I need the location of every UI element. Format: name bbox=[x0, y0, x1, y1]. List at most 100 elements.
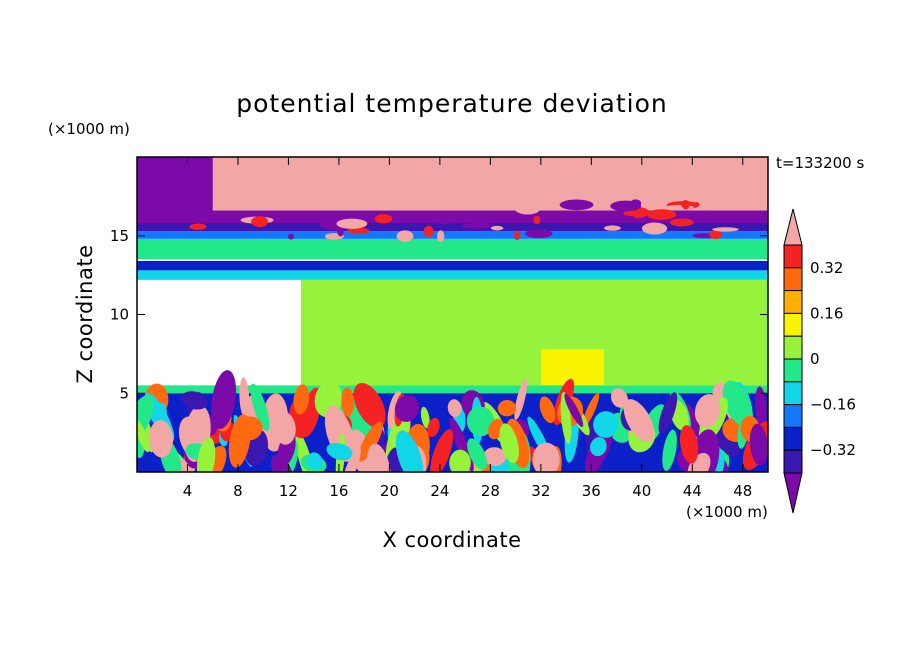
colorbar-segment bbox=[783, 358, 803, 383]
field-cell bbox=[358, 421, 383, 462]
field-cell bbox=[559, 199, 594, 211]
field-band bbox=[137, 231, 768, 239]
colorbar-segment bbox=[783, 449, 803, 474]
field-cell bbox=[137, 419, 150, 453]
field-cell bbox=[366, 443, 392, 472]
contour-features bbox=[137, 199, 768, 472]
field-cell bbox=[447, 399, 462, 417]
field-band bbox=[137, 260, 768, 271]
colorbar-segment bbox=[783, 335, 803, 360]
field-cell bbox=[449, 449, 471, 472]
field-cell bbox=[692, 213, 724, 223]
field-cell bbox=[490, 225, 504, 231]
y-axis: 5 10 15 bbox=[110, 227, 768, 402]
field-cell bbox=[755, 386, 767, 428]
field-cell bbox=[499, 423, 519, 464]
field-band bbox=[137, 385, 768, 394]
field-cell bbox=[341, 387, 355, 417]
field-cell bbox=[189, 223, 207, 230]
field-cell bbox=[466, 406, 495, 437]
field-cell bbox=[307, 452, 323, 470]
field-band bbox=[137, 270, 768, 280]
field-cell bbox=[250, 383, 270, 432]
field-cell bbox=[427, 417, 440, 438]
field-cell bbox=[604, 225, 621, 231]
x-tick-label: 40 bbox=[632, 482, 651, 500]
field-cell bbox=[709, 230, 722, 240]
colorbar-segment bbox=[783, 267, 803, 292]
field-cell bbox=[658, 392, 678, 434]
colorbar-segment bbox=[783, 381, 803, 406]
field-cell bbox=[228, 414, 251, 468]
x-tick-label: 36 bbox=[582, 482, 601, 500]
field-cell bbox=[353, 382, 386, 428]
field-cell bbox=[646, 209, 677, 220]
field-band bbox=[137, 238, 768, 260]
field-cell bbox=[196, 437, 216, 472]
field-cell bbox=[148, 420, 174, 458]
x-tick-label: 28 bbox=[481, 482, 500, 500]
field-cell bbox=[251, 216, 269, 228]
field-cell bbox=[461, 223, 493, 229]
field-cell bbox=[211, 370, 237, 430]
field-cell bbox=[239, 377, 250, 418]
field-cell bbox=[694, 394, 721, 428]
field-cell bbox=[539, 396, 556, 424]
field-cell bbox=[483, 447, 507, 466]
y-tick-label: 15 bbox=[110, 227, 129, 245]
field-cell bbox=[623, 399, 655, 443]
field-cell bbox=[669, 218, 694, 227]
field-cell bbox=[641, 222, 668, 235]
field-cell bbox=[681, 199, 690, 210]
colorbar-segment bbox=[783, 244, 803, 269]
field-cell bbox=[630, 199, 642, 208]
field-cell bbox=[293, 384, 310, 415]
field-cell bbox=[430, 429, 454, 472]
field-cell bbox=[395, 430, 424, 472]
chart-title: potential temperature deviation bbox=[236, 89, 667, 118]
field-cell bbox=[662, 429, 677, 471]
field-cell bbox=[396, 230, 414, 242]
field-cell bbox=[610, 388, 628, 408]
x-tick-label: 12 bbox=[279, 482, 298, 500]
field-cell bbox=[336, 218, 368, 229]
field-cell bbox=[342, 447, 361, 472]
colorbar-label: −0.16 bbox=[810, 396, 856, 414]
field-cell bbox=[514, 230, 521, 241]
x-tick-label: 4 bbox=[183, 482, 193, 500]
y-axis-title: Z coordinate bbox=[73, 244, 97, 383]
colorbar-segment bbox=[783, 404, 803, 428]
field-cell bbox=[749, 423, 768, 466]
field-cell bbox=[692, 202, 700, 208]
colorbar-label: 0.16 bbox=[810, 304, 843, 322]
field-cell bbox=[564, 393, 584, 428]
field-cell bbox=[611, 215, 636, 221]
x-tick-label: 48 bbox=[733, 482, 752, 500]
field-cell bbox=[467, 438, 487, 470]
x-tick-label: 32 bbox=[531, 482, 550, 500]
field-cell bbox=[383, 447, 403, 472]
field-cell bbox=[582, 392, 600, 428]
field-cell bbox=[262, 202, 283, 210]
x-tick-label: 20 bbox=[380, 482, 399, 500]
field-cell bbox=[137, 394, 154, 441]
field-cell bbox=[347, 227, 370, 234]
field-cell bbox=[532, 442, 560, 472]
field-cell bbox=[593, 411, 619, 438]
y-tick-label: 10 bbox=[110, 306, 129, 324]
colorbar-label: 0 bbox=[810, 350, 820, 368]
field-cell bbox=[514, 379, 528, 420]
colorbar-segment bbox=[783, 208, 803, 246]
field-cell bbox=[533, 215, 541, 225]
field-cell bbox=[423, 225, 434, 238]
colorbar-label: 0.32 bbox=[810, 259, 843, 277]
x-tick-label: 44 bbox=[683, 482, 702, 500]
colorbar-segment bbox=[783, 312, 803, 337]
field-cell bbox=[590, 437, 607, 457]
field-cell bbox=[288, 233, 295, 240]
x-axis: 4 8 12 16 20 24 28 32 36 40 44 48 bbox=[183, 157, 752, 500]
field-cell bbox=[712, 227, 739, 232]
plot-area bbox=[137, 157, 768, 472]
field-cell bbox=[497, 400, 517, 417]
